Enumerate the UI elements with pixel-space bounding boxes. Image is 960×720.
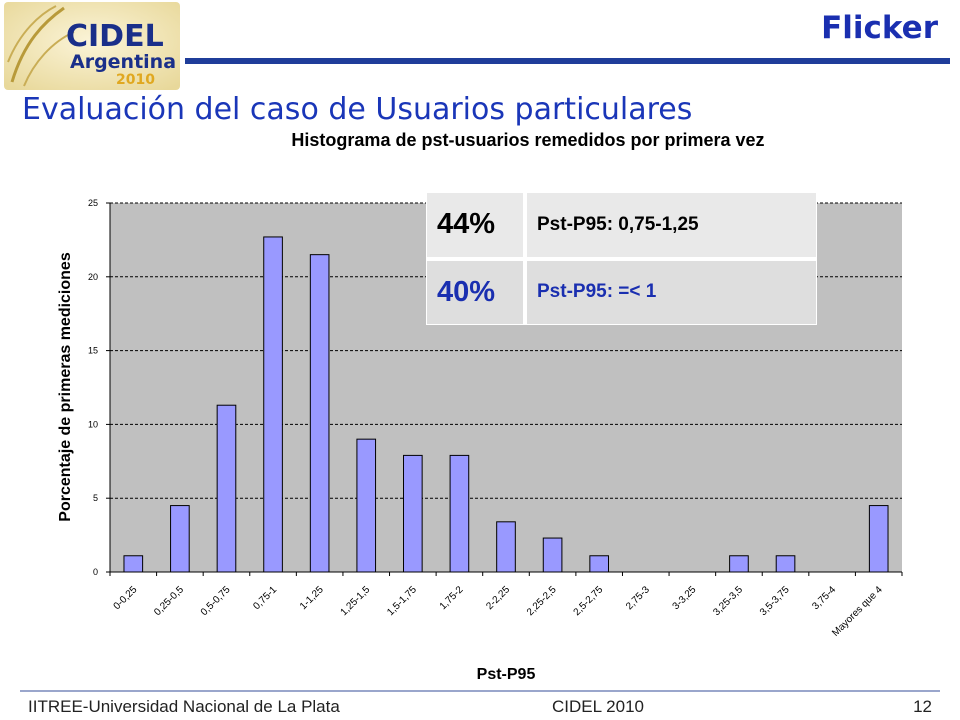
x-tick-label: 3,5-3,75 xyxy=(758,584,792,618)
x-tick-label: 2-2,25 xyxy=(484,584,512,612)
y-axis-label: Porcentaje de primeras mediciones xyxy=(57,252,74,522)
histogram-bar xyxy=(216,404,237,573)
summary-table: 44% Pst-P95: 0,75-1,25 40% Pst-P95: =< 1 xyxy=(427,193,816,324)
summary-label: Pst-P95: =< 1 xyxy=(525,256,816,324)
x-tick-label: 0,5-0,75 xyxy=(199,584,233,618)
chart-title: Histograma de pst-usuarios remedidos por… xyxy=(291,130,764,150)
histogram-bar xyxy=(868,505,889,573)
histogram-bar xyxy=(263,236,283,573)
x-axis-label: Pst-P95 xyxy=(477,666,536,683)
histogram-bar xyxy=(729,555,749,573)
y-tick-label: 5 xyxy=(93,493,98,503)
histogram-bar xyxy=(123,555,144,573)
header-rule xyxy=(185,58,950,64)
page-number: 12 xyxy=(913,697,932,716)
summary-row: 44% Pst-P95: 0,75-1,25 xyxy=(427,193,816,259)
x-tick-label: 3,25-3,5 xyxy=(711,584,745,618)
logo-text-year: 2010 xyxy=(116,72,155,88)
histogram-bar xyxy=(589,555,609,573)
histogram-bar xyxy=(170,505,190,573)
x-tick-label: 0,75-1 xyxy=(251,584,279,612)
histogram-bar xyxy=(775,555,796,573)
histogram-bar xyxy=(309,254,330,573)
histogram-bar xyxy=(542,537,563,573)
x-tick-label: 1,25-1,5 xyxy=(339,584,373,618)
x-tick-label: 3,75-4 xyxy=(810,584,838,612)
x-tick-label: 0-0,25 xyxy=(112,584,140,612)
y-tick-label: 0 xyxy=(93,567,98,577)
summary-label: Pst-P95: 0,75-1,25 xyxy=(525,193,816,259)
x-tick-label: 2,25-2,5 xyxy=(525,584,559,618)
cidel-logo: CIDEL Argentina 2010 xyxy=(4,2,180,90)
summary-percent: 44% xyxy=(427,193,527,259)
y-tick-label: 25 xyxy=(88,198,98,208)
x-tick-label: 1,75-2 xyxy=(438,584,466,612)
footer-rule xyxy=(20,690,940,692)
slide-subtitle: Evaluación del caso de Usuarios particul… xyxy=(22,92,693,127)
logo-text-cidel: CIDEL xyxy=(66,19,164,54)
y-tick-label: 15 xyxy=(88,346,98,356)
slide-title: Flicker xyxy=(821,10,938,46)
histogram-bar xyxy=(356,438,377,573)
x-tick-label: 3-3,25 xyxy=(671,584,699,612)
summary-percent: 40% xyxy=(427,256,527,324)
x-tick-label: Mayores que 4 xyxy=(830,584,885,639)
x-tick-label: 1,5-1,75 xyxy=(385,584,419,618)
histogram-bar xyxy=(496,521,516,573)
y-tick-label: 20 xyxy=(88,272,98,282)
logo-text-argentina: Argentina xyxy=(70,51,176,73)
x-tick-label: 2,5-2,75 xyxy=(572,584,606,618)
histogram-chart: Histograma de pst-usuarios remedidos por… xyxy=(57,130,903,683)
x-tick-label: 1-1,25 xyxy=(298,584,326,612)
histogram-bar xyxy=(449,454,470,573)
x-tick-label: 2,75-3 xyxy=(624,584,652,612)
footer-event: CIDEL 2010 xyxy=(552,697,644,716)
footer-institution: IITREE-Universidad Nacional de La Plata xyxy=(28,697,340,716)
y-tick-label: 10 xyxy=(88,419,98,429)
histogram-bar xyxy=(403,454,423,573)
x-tick-label: 0,25-0,5 xyxy=(152,584,186,618)
summary-row: 40% Pst-P95: =< 1 xyxy=(427,256,816,324)
